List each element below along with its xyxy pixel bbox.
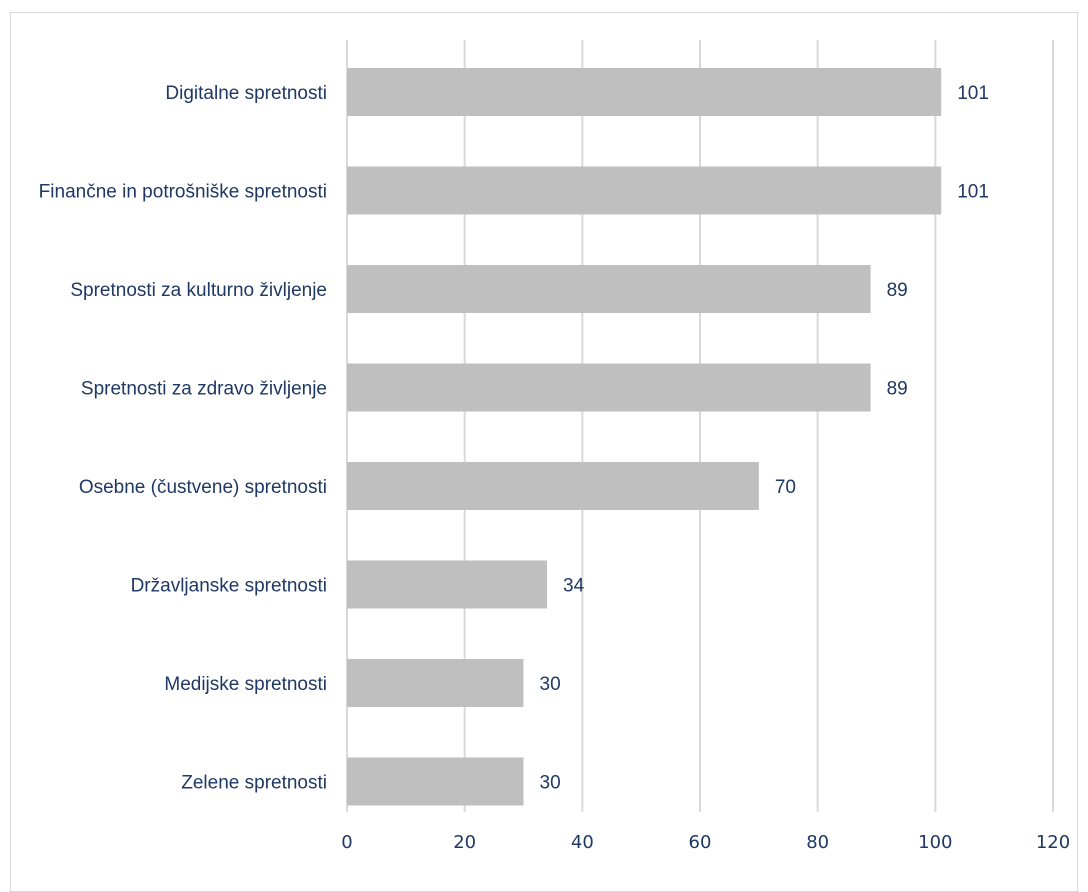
- bar-1: [347, 166, 942, 215]
- x-tick-label-60: 60: [689, 832, 712, 853]
- bar-0: [347, 68, 942, 116]
- x-tick-label-20: 20: [453, 832, 476, 853]
- bar-6: [347, 659, 524, 707]
- category-label-3: Spretnosti za zdravo življenje: [81, 379, 327, 400]
- data-label-3: 89: [887, 379, 908, 400]
- category-label-0: Digitalne spretnosti: [165, 83, 327, 104]
- x-axis-ticks: 0 20 40 60 80 100 120: [341, 832, 1070, 853]
- category-label-1: Finančne in potrošniške spretnosti: [39, 182, 327, 203]
- data-label-4: 70: [775, 477, 796, 498]
- category-label-6: Medijske spretnosti: [164, 674, 327, 695]
- chart-frame: [10, 12, 1078, 892]
- bar-4: [347, 462, 759, 510]
- bar-7: [347, 757, 524, 806]
- bars: [347, 68, 942, 806]
- x-tick-label-40: 40: [571, 832, 594, 853]
- data-label-0: 101: [957, 83, 989, 104]
- bar-3: [347, 363, 871, 412]
- data-label-5: 34: [563, 576, 585, 597]
- category-label-4: Osebne (čustvene) spretnosti: [79, 477, 327, 498]
- bar-2: [347, 265, 871, 313]
- category-label-5: Državljanske spretnosti: [131, 576, 327, 597]
- data-label-1: 101: [957, 182, 989, 203]
- category-labels: Digitalne spretnosti Finančne in potrošni…: [39, 83, 327, 794]
- data-label-6: 30: [540, 674, 561, 695]
- category-label-7: Zelene spretnosti: [181, 773, 327, 794]
- data-label-7: 30: [540, 773, 561, 794]
- bar-5: [347, 560, 548, 609]
- x-tick-label-120: 120: [1036, 832, 1070, 853]
- x-tick-label-80: 80: [806, 832, 829, 853]
- data-labels: 101 101 89 89 70 34 30 30: [540, 83, 989, 794]
- x-tick-label-0: 0: [341, 832, 352, 853]
- x-tick-label-100: 100: [918, 832, 952, 853]
- category-label-2: Spretnosti za kulturno življenje: [70, 280, 327, 301]
- data-label-2: 89: [887, 280, 908, 301]
